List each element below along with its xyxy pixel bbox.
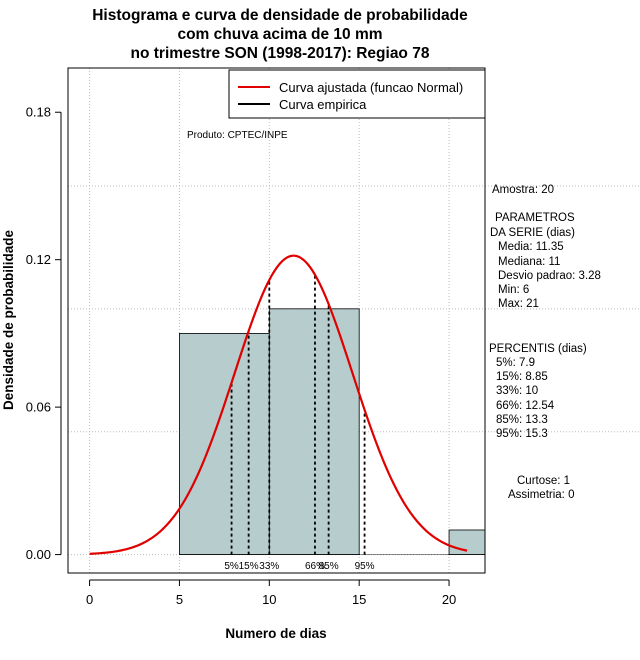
stat-mediana: Mediana: 11	[498, 256, 560, 268]
percentile-label-1: 15%	[239, 561, 259, 572]
y-axis: 0.00 0.06 0.12 0.18	[26, 105, 62, 562]
stat-p15: 15%: 8.85	[496, 371, 548, 383]
y-axis-title: Densidade de probabilidade	[1, 229, 16, 410]
plot-area-border	[67, 67, 486, 574]
stat-parametros-title-2: DA SERIE (dias)	[490, 227, 575, 239]
percentile-label-4: 85%	[319, 561, 339, 572]
legend-box	[228, 69, 486, 119]
chart-title: Histograma e curva de densidade de proba…	[60, 6, 500, 63]
stat-desvio: Desvio padrao: 3.28	[498, 270, 601, 282]
stats-panel: Amostra: 20 PARAMETROS DA SERIE (dias) M…	[489, 184, 601, 501]
chart-title-line-2: com chuva acima de 10 mm	[177, 26, 383, 43]
stat-p85: 85%: 13.3	[496, 414, 548, 426]
percentile-label-5: 95%	[355, 561, 375, 572]
stat-p95: 95%: 15.3	[496, 428, 548, 440]
stat-parametros-title-1: PARAMETROS	[495, 212, 575, 224]
stat-percentis-title: PERCENTIS (dias)	[489, 343, 587, 355]
stat-assimetria: Assimetria: 0	[508, 489, 574, 501]
stat-amostra: Amostra: 20	[492, 184, 554, 196]
x-tick-label-0: 0	[86, 592, 93, 607]
product-annotation: Produto: CPTEC/INPE	[187, 130, 288, 141]
y-tick-label-1: 0.06	[26, 400, 51, 415]
stat-p66: 66%: 12.54	[496, 400, 555, 412]
x-tick-label-4: 20	[442, 592, 456, 607]
stat-p33: 33%: 10	[496, 385, 538, 397]
stat-media: Media: 11.35	[498, 241, 564, 253]
percentile-label-0: 5%	[224, 561, 239, 572]
percentile-label-3: 66%	[305, 561, 325, 572]
histogram-bar-3	[448, 529, 486, 555]
legend-label-empirical: Curva empirica	[279, 97, 367, 112]
stat-min: Min: 6	[498, 284, 529, 296]
stat-p5: 5%: 7.9	[496, 357, 535, 369]
chart-title-line-1: Histograma e curva de densidade de proba…	[92, 7, 468, 24]
histogram-bars	[179, 308, 486, 555]
percentile-label-2: 33%	[259, 561, 279, 572]
stat-max: Max: 21	[498, 298, 539, 310]
y-tick-label-3: 0.18	[26, 105, 51, 120]
histogram-bar-0	[179, 333, 270, 555]
legend: Curva ajustada (funcao Normal) Curva emp…	[228, 69, 486, 119]
normal-curve	[89, 254, 468, 555]
y-tick-label-0: 0.00	[26, 547, 51, 562]
chart-title-line-3: no trimestre SON (1998-2017): Regiao 78	[130, 45, 430, 62]
legend-label-normal: Curva ajustada (funcao Normal)	[279, 80, 463, 95]
percentile-lines: 5% 15% 33% 66%85% 95%	[224, 274, 375, 572]
x-axis-title: Numero de dias	[225, 626, 326, 641]
x-tick-label-2: 10	[262, 592, 276, 607]
stat-curtose: Curtose: 1	[517, 475, 570, 487]
x-tick-label-3: 15	[352, 592, 366, 607]
x-tick-label-1: 5	[176, 592, 183, 607]
x-axis: 0 5 10 15 20	[86, 579, 456, 607]
y-tick-label-2: 0.12	[26, 252, 51, 267]
